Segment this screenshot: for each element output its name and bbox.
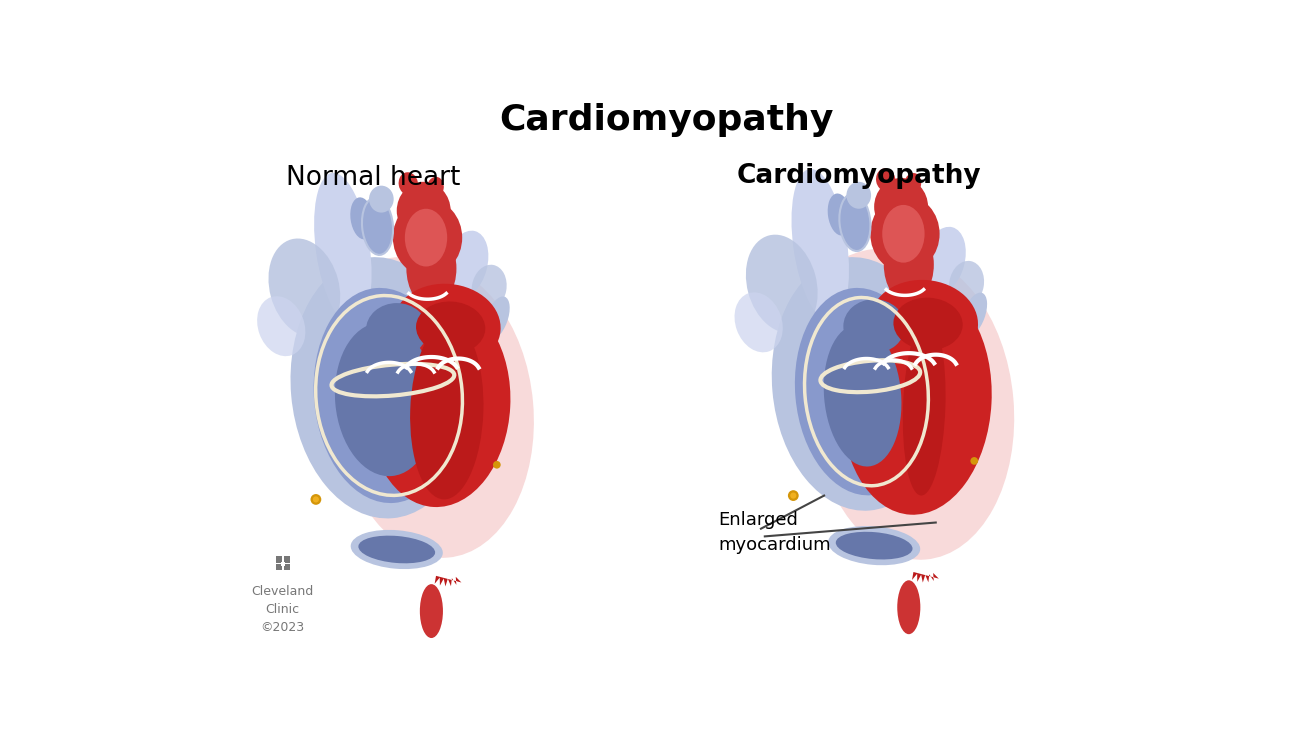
Ellipse shape [407,230,456,307]
Text: Enlarged
myocardium: Enlarged myocardium [719,511,831,554]
Ellipse shape [902,319,945,496]
Ellipse shape [290,257,472,518]
Ellipse shape [257,296,306,356]
Ellipse shape [484,297,510,340]
Ellipse shape [350,198,374,239]
Ellipse shape [794,288,931,495]
Polygon shape [913,572,939,582]
Ellipse shape [746,235,818,333]
Ellipse shape [836,531,913,559]
Ellipse shape [828,526,920,565]
Text: Normal heart: Normal heart [286,165,460,191]
Ellipse shape [903,173,922,195]
Ellipse shape [369,186,394,213]
Text: Cleveland
Clinic
©2023: Cleveland Clinic ©2023 [252,585,313,634]
Ellipse shape [313,496,318,502]
Ellipse shape [970,457,978,465]
Ellipse shape [734,292,783,352]
Ellipse shape [410,322,484,499]
Text: Cardiomyopathy: Cardiomyopathy [499,103,833,137]
Ellipse shape [870,195,940,272]
Ellipse shape [368,300,511,507]
Ellipse shape [335,322,436,476]
Ellipse shape [962,292,987,337]
Ellipse shape [351,530,443,569]
Ellipse shape [871,280,978,364]
Ellipse shape [844,299,905,353]
Ellipse shape [472,265,507,311]
Ellipse shape [269,238,341,337]
Ellipse shape [311,494,321,504]
Ellipse shape [399,172,419,195]
Ellipse shape [792,169,849,321]
Ellipse shape [416,302,485,354]
Bar [276,564,282,570]
Ellipse shape [788,490,798,501]
Ellipse shape [897,580,920,634]
Ellipse shape [315,173,372,326]
Bar [276,556,282,563]
Ellipse shape [420,584,443,638]
Ellipse shape [493,461,500,469]
Ellipse shape [393,284,500,369]
Ellipse shape [828,193,852,235]
Ellipse shape [846,182,871,208]
Ellipse shape [840,193,871,251]
Polygon shape [434,576,462,586]
Ellipse shape [824,324,901,467]
Ellipse shape [359,536,436,564]
Bar [281,562,285,566]
Ellipse shape [790,493,797,499]
Ellipse shape [788,249,976,473]
Ellipse shape [811,254,1014,560]
Ellipse shape [949,261,984,307]
Text: Cardiomyopathy: Cardiomyopathy [736,163,982,189]
Ellipse shape [313,288,456,503]
Ellipse shape [841,284,992,515]
Ellipse shape [426,177,443,198]
Ellipse shape [404,208,447,267]
Ellipse shape [893,297,963,350]
Ellipse shape [443,230,489,298]
Ellipse shape [876,168,896,192]
Bar [283,556,290,563]
Ellipse shape [396,182,451,240]
Bar [283,564,290,570]
Ellipse shape [337,264,534,558]
Ellipse shape [361,198,393,255]
Ellipse shape [367,303,428,357]
Ellipse shape [313,257,497,472]
Ellipse shape [922,227,966,295]
Ellipse shape [884,226,933,303]
Ellipse shape [883,205,924,262]
Ellipse shape [772,257,946,511]
Ellipse shape [874,178,928,235]
Ellipse shape [393,199,463,276]
